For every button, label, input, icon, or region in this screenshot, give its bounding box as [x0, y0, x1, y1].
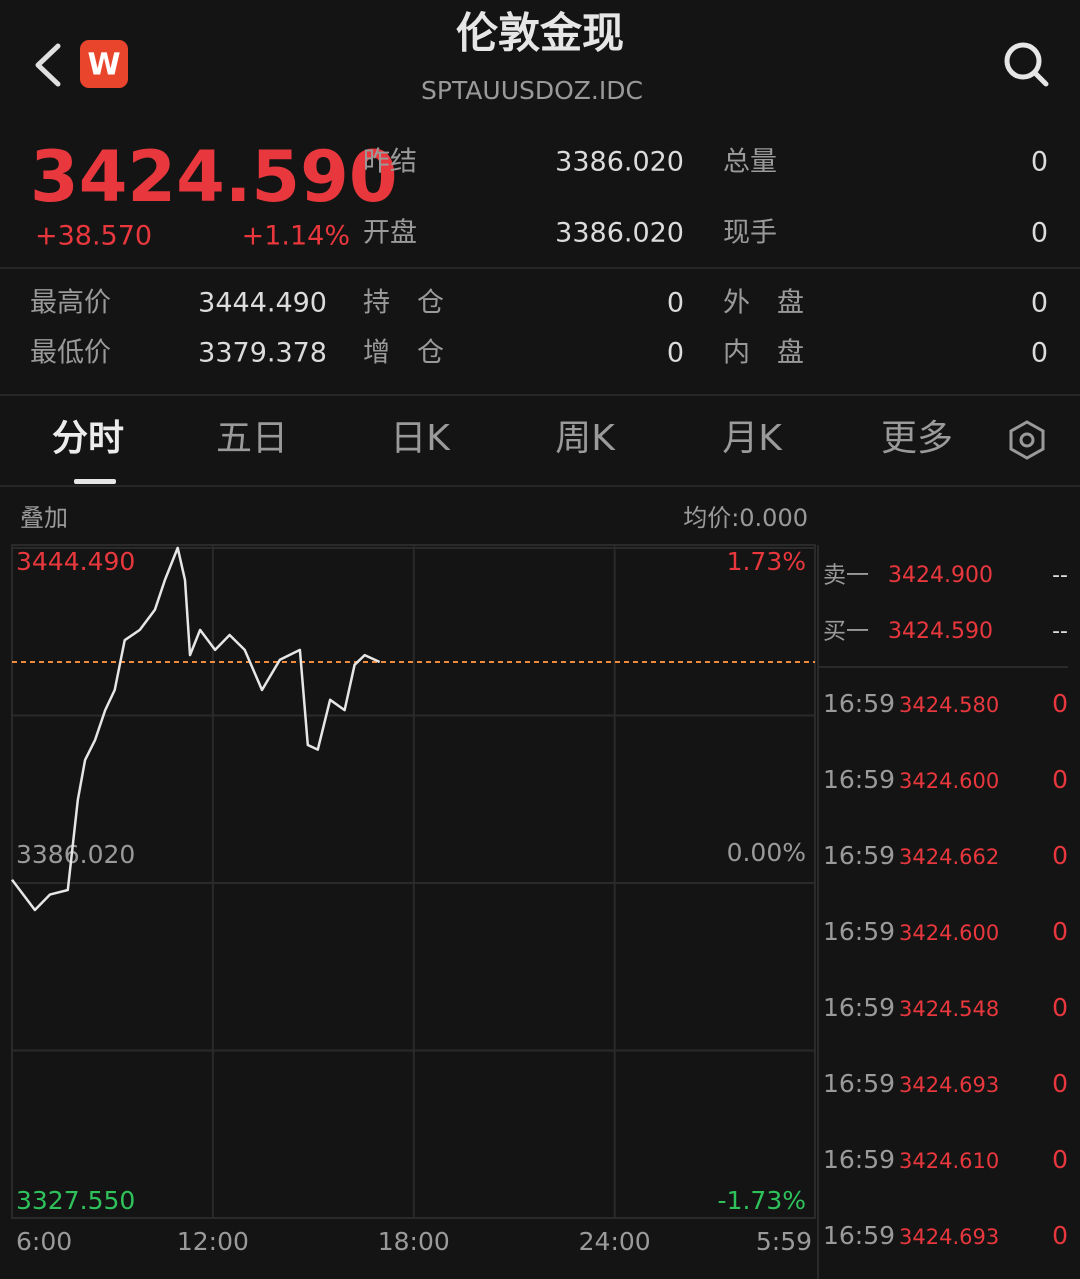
x-tick-label: 12:00 — [177, 1227, 249, 1256]
book-price: 3424.900 — [888, 563, 993, 588]
trade-time: 16:59 — [823, 1221, 895, 1250]
trade-price: 3424.693 — [899, 1225, 999, 1249]
detail-label: 内 盘 — [723, 338, 804, 369]
detail-value: 0 — [1031, 288, 1048, 319]
detail-value: 0 — [667, 338, 684, 369]
average-price: 均价:0.000 — [683, 504, 808, 532]
y-tick-label: 3327.550 — [16, 1186, 135, 1215]
trade-price: 3424.600 — [899, 921, 999, 945]
trade-volume: 0 — [1052, 689, 1068, 718]
book-volume: -- — [1052, 563, 1068, 588]
tab[interactable]: 日K — [390, 418, 451, 459]
y-tick-label: 3444.490 — [16, 547, 135, 576]
title: 伦敦金现 — [456, 9, 624, 58]
tab-indicator — [74, 479, 116, 484]
stat-value: 3386.020 — [555, 218, 684, 249]
stat-label: 总量 — [723, 147, 777, 178]
x-tick-label: 6:00 — [16, 1227, 72, 1256]
overlay-button[interactable]: 叠加 — [20, 504, 68, 532]
y-tick-label: 3386.020 — [16, 840, 135, 869]
details: 最高价 3444.490 持 仓 0 外 盘 0 最低价 3379.378 增 仓 0 内 盘 0 — [30, 288, 1048, 369]
stat-label: 开盘 — [363, 218, 417, 249]
book-label: 卖一 — [823, 563, 869, 589]
stat-value: 0 — [1031, 147, 1048, 178]
trade-price: 3424.610 — [899, 1149, 999, 1173]
tab-bar: 分时 五日 日K 周K 月K 更多 — [52, 418, 953, 459]
back-button[interactable] — [35, 43, 61, 87]
trade-time: 16:59 — [823, 689, 895, 718]
stat-value: 3386.020 — [555, 147, 684, 178]
tab[interactable]: 月K — [722, 418, 783, 459]
detail-label: 持 仓 — [363, 288, 444, 319]
search-icon — [1004, 42, 1042, 80]
detail-value: 0 — [667, 288, 684, 319]
trade-time: 16:59 — [823, 765, 895, 794]
order-book: 卖一 3424.900 --买一 3424.590 --16:59 3424.580 016… — [817, 545, 1068, 1279]
tab[interactable]: 分时 — [52, 418, 124, 459]
settings-icon — [1019, 432, 1035, 448]
y2-tick-label: -1.73% — [718, 1186, 806, 1215]
trade-time: 16:59 — [823, 1145, 895, 1174]
price-change: +38.570 — [35, 221, 152, 252]
tab[interactable]: 五日 — [216, 418, 288, 459]
tab[interactable]: 更多 — [881, 418, 953, 459]
last-price: 3424.590 — [30, 136, 398, 218]
x-tick-label: 5:59 — [756, 1227, 812, 1256]
trade-time: 16:59 — [823, 1069, 895, 1098]
intraday-chart: 3444.490 3386.020 3327.550 1.73% 0.00% -1.73%… — [11, 544, 816, 1256]
tab[interactable]: 周K — [555, 418, 616, 459]
book-label: 买一 — [823, 619, 869, 645]
x-tick-label: 24:00 — [579, 1227, 651, 1256]
stat-value: 0 — [1031, 218, 1048, 249]
trade-price: 3424.600 — [899, 769, 999, 793]
trade-volume: 0 — [1052, 841, 1068, 870]
y2-tick-label: 1.73% — [727, 547, 806, 576]
detail-label: 最低价 — [30, 338, 111, 369]
trade-price: 3424.693 — [899, 1073, 999, 1097]
trade-volume: 0 — [1052, 917, 1068, 946]
detail-value: 0 — [1031, 338, 1048, 369]
trade-volume: 0 — [1052, 765, 1068, 794]
stat-label: 昨结 — [363, 147, 417, 178]
detail-value: 3444.490 — [198, 288, 327, 319]
settings-button[interactable] — [1009, 420, 1045, 460]
trade-time: 16:59 — [823, 841, 895, 870]
detail-label: 外 盘 — [723, 288, 804, 319]
trade-price: 3424.548 — [899, 997, 999, 1021]
book-price: 3424.590 — [888, 619, 993, 644]
stat-label: 现手 — [723, 218, 777, 249]
x-tick-label: 18:00 — [378, 1227, 450, 1256]
settings-icon — [1009, 420, 1045, 460]
search-button[interactable] — [1004, 42, 1049, 87]
price-change-pct: +1.14% — [242, 221, 350, 252]
trade-price: 3424.662 — [899, 845, 999, 869]
book-volume: -- — [1052, 619, 1068, 644]
trade-volume: 0 — [1052, 993, 1068, 1022]
trade-volume: 0 — [1052, 1069, 1068, 1098]
logo[interactable] — [80, 40, 128, 88]
subtitle: SPTAUUSDOZ.IDC — [421, 76, 643, 105]
logo-letter: W — [87, 48, 120, 83]
trade-price: 3424.580 — [899, 693, 999, 717]
y2-tick-label: 0.00% — [727, 838, 806, 867]
trade-volume: 0 — [1052, 1145, 1068, 1174]
trade-time: 16:59 — [823, 917, 895, 946]
search-icon — [1032, 70, 1049, 87]
trade-volume: 0 — [1052, 1221, 1068, 1250]
detail-label: 最高价 — [30, 288, 111, 319]
detail-value: 3379.378 — [198, 338, 327, 369]
price-line-series — [11, 546, 381, 912]
trade-time: 16:59 — [823, 993, 895, 1022]
detail-label: 增 仓 — [363, 338, 444, 369]
